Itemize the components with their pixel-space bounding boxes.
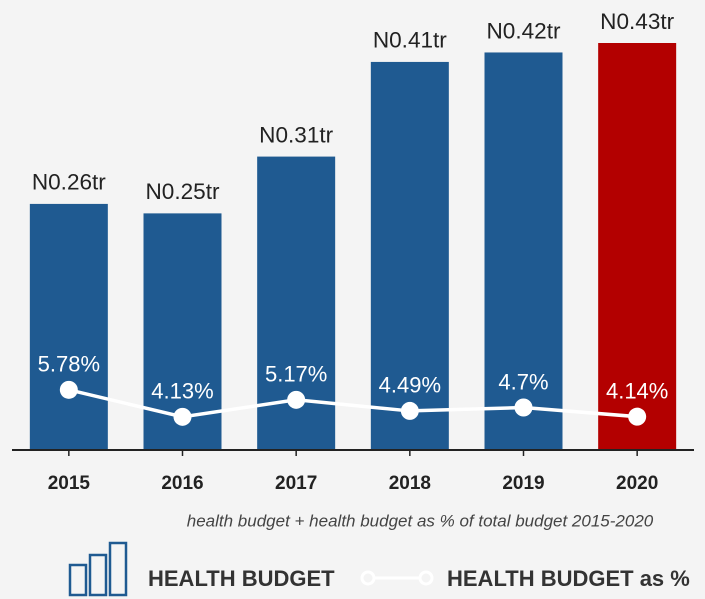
x-tick-label: 2017 [275, 473, 317, 494]
x-tick-label: 2016 [161, 473, 203, 494]
x-tick-label: 2020 [616, 473, 658, 494]
line-point [628, 407, 647, 426]
bar [598, 43, 677, 450]
line [68, 388, 638, 419]
bar [370, 61, 449, 450]
legend-line-point [360, 570, 376, 586]
line-point [173, 407, 192, 426]
bar-value-label: N0.42tr [487, 18, 561, 43]
x-tick-label: 2019 [502, 473, 544, 494]
line-value-label: 4.49% [379, 373, 441, 398]
line-value-label: 4.14% [606, 378, 668, 403]
x-tick-label: 2015 [48, 473, 91, 494]
bar-value-label: N0.26tr [32, 170, 106, 195]
line-point [400, 401, 419, 420]
caption: health budget + health budget as % of to… [187, 511, 654, 530]
bar-value-label: N0.31tr [259, 122, 333, 147]
legend-label: HEALTH BUDGET [148, 566, 335, 591]
line-point [59, 380, 78, 399]
bar-value-label: N0.43tr [600, 9, 674, 34]
legend-bar-icon [68, 563, 88, 597]
legend-bar-icon [88, 553, 108, 597]
line-value-label: 4.7% [498, 369, 548, 394]
x-tick-label: 2018 [389, 473, 431, 494]
line-point [287, 390, 306, 409]
bar-value-label: N0.25tr [146, 179, 220, 204]
line-point [514, 398, 533, 417]
line-value-label: 4.13% [151, 379, 213, 404]
line-value-label: 5.78% [38, 352, 100, 377]
bar [484, 52, 563, 450]
bar [29, 203, 108, 450]
legend-line-point [418, 570, 434, 586]
line-value-label: 5.17% [265, 362, 327, 387]
bar-value-label: N0.41tr [373, 28, 447, 53]
legend-bar-icon [108, 541, 128, 597]
legend-label: HEALTH BUDGET as % [447, 566, 690, 591]
